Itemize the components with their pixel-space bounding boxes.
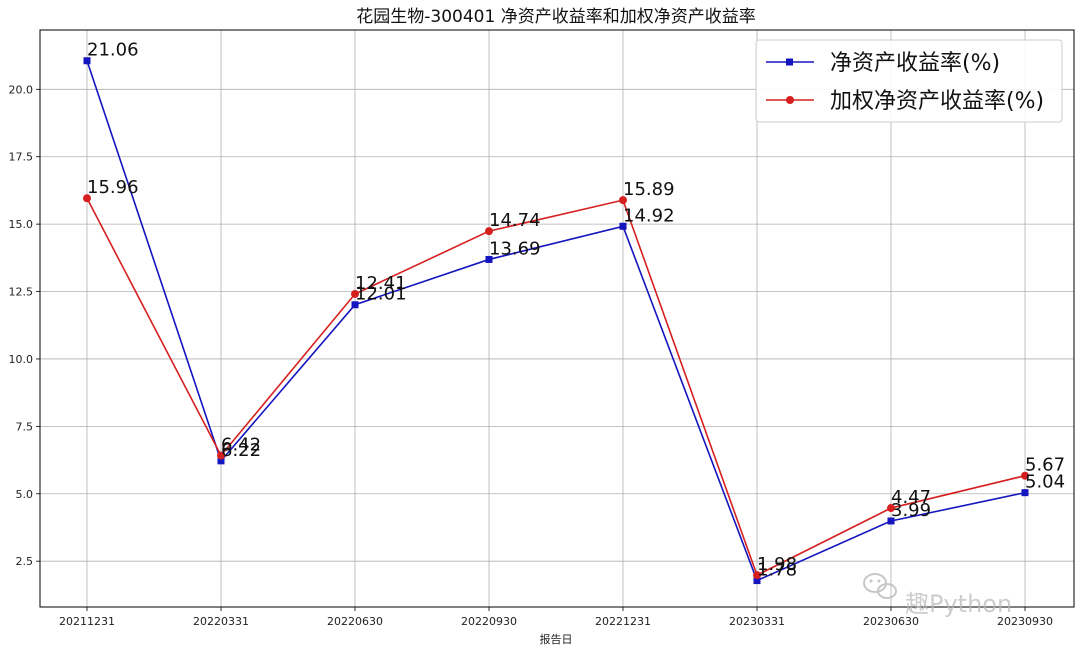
data-label: 14.74 bbox=[489, 210, 541, 231]
y-tick-label: 12.5 bbox=[9, 286, 34, 299]
x-tick-label: 20230930 bbox=[997, 615, 1053, 628]
data-point bbox=[753, 571, 761, 580]
x-tick-label: 20220930 bbox=[461, 615, 517, 628]
legend-label: 净资产收益率(%) bbox=[830, 51, 1000, 76]
x-axis: 20211231 20220331 20220630 20220930 20221231… bbox=[59, 607, 1053, 628]
watermark: 趣Python bbox=[863, 573, 1012, 618]
grid bbox=[40, 30, 1074, 607]
x-tick-label: 20230331 bbox=[729, 615, 785, 628]
data-point bbox=[217, 451, 225, 460]
legend: 净资产收益率(%) 加权净资产收益率(%) bbox=[755, 39, 1063, 123]
legend-marker bbox=[786, 58, 793, 66]
series-line bbox=[86, 60, 1026, 582]
x-tick-label: 20221231 bbox=[595, 615, 651, 628]
data-label: 12.41 bbox=[355, 273, 407, 294]
series-line bbox=[86, 197, 1026, 577]
x-tick-label: 20220331 bbox=[193, 615, 249, 628]
chart-title: 花园生物-300401 净资产收益率和加权净资产收益率 bbox=[356, 7, 755, 27]
data-label: 3.99 bbox=[891, 500, 931, 521]
data-label: 5.67 bbox=[1025, 455, 1065, 476]
series-layer bbox=[83, 57, 1029, 585]
data-label: 6.22 bbox=[221, 440, 261, 461]
data-point bbox=[1021, 489, 1029, 497]
legend-label: 加权净资产收益率(%) bbox=[830, 89, 1044, 114]
y-tick-label: 15.0 bbox=[9, 218, 34, 231]
legend-box bbox=[755, 39, 1063, 123]
data-label: 13.69 bbox=[489, 238, 541, 259]
data-point bbox=[887, 517, 895, 525]
data-point bbox=[83, 194, 91, 203]
data-label: 15.89 bbox=[623, 179, 675, 200]
wechat-icon bbox=[863, 573, 897, 599]
data-point bbox=[753, 577, 761, 585]
x-tick-label: 20230630 bbox=[863, 615, 919, 628]
data-point bbox=[83, 57, 91, 65]
y-tick-label: 7.5 bbox=[16, 420, 34, 433]
y-tick-label: 10.0 bbox=[9, 353, 34, 366]
data-point bbox=[351, 289, 359, 298]
data-label: 14.92 bbox=[623, 205, 675, 226]
legend-marker bbox=[786, 96, 794, 104]
data-label: 4.47 bbox=[891, 487, 931, 508]
data-label: 6.42 bbox=[221, 434, 261, 455]
y-tick-label: 20.0 bbox=[9, 83, 34, 96]
y-tick-label: 5.0 bbox=[16, 488, 34, 501]
x-tick-label: 20220630 bbox=[327, 615, 383, 628]
x-axis-label: 报告日 bbox=[540, 632, 573, 646]
data-point bbox=[485, 227, 493, 236]
plot-frame bbox=[39, 29, 1075, 608]
y-axis: 2.5 5.0 7.5 10.0 12.5 15.0 17.5 20.0 bbox=[9, 83, 40, 568]
data-point bbox=[351, 301, 359, 309]
data-labels: 21.06 6.22 12.01 13.69 14.92 1.78 3.99 5.04 15.9… bbox=[87, 40, 1065, 581]
data-point bbox=[619, 222, 627, 230]
data-label: 1.78 bbox=[757, 560, 797, 581]
data-label: 12.01 bbox=[355, 284, 407, 305]
watermark-text: 趣Python bbox=[905, 590, 1012, 618]
data-point bbox=[1021, 471, 1029, 480]
data-point bbox=[217, 457, 225, 465]
data-label: 21.06 bbox=[87, 40, 139, 61]
y-tick-label: 17.5 bbox=[9, 151, 34, 164]
data-point bbox=[485, 255, 493, 263]
y-tick-label: 2.5 bbox=[16, 555, 34, 568]
data-label: 1.98 bbox=[757, 554, 797, 575]
data-label: 5.04 bbox=[1025, 472, 1065, 493]
data-point bbox=[887, 504, 895, 513]
data-point bbox=[619, 196, 627, 205]
data-label: 15.96 bbox=[87, 177, 139, 198]
x-tick-label: 20211231 bbox=[59, 615, 115, 628]
